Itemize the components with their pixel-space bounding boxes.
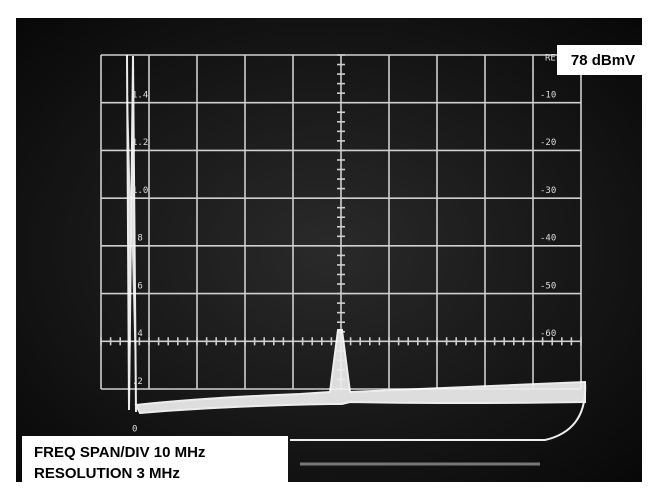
left-scale-label: 1.4 (132, 91, 148, 101)
ref-level: 78 dBmV (571, 52, 635, 69)
left-scale-label: .8 (132, 234, 143, 244)
left-scale-label: .6 (132, 281, 143, 291)
left-scale-label: 1.0 (132, 186, 148, 196)
left-scale-label: 1.2 (132, 138, 148, 148)
right-scale-label: -20 (540, 138, 556, 148)
caption-span: FREQ SPAN/DIV 10 MHz (34, 444, 205, 461)
crt-screen (16, 18, 642, 482)
left-scale-label: .4 (132, 329, 143, 339)
screen-photo: 1.41.21.0.8.6.4.20-10-20-30-40-50-60 REF… (0, 0, 655, 499)
right-scale-label: -30 (540, 186, 556, 196)
right-scale-label: -10 (540, 91, 556, 101)
caption-resolution: RESOLUTION 3 MHz (34, 465, 180, 482)
left-scale-label: .2 (132, 377, 143, 387)
right-scale-label: -60 (540, 329, 556, 339)
right-scale-label: -40 (540, 234, 556, 244)
right-scale-label: -50 (540, 281, 556, 291)
left-scale-label: 0 (132, 425, 137, 435)
